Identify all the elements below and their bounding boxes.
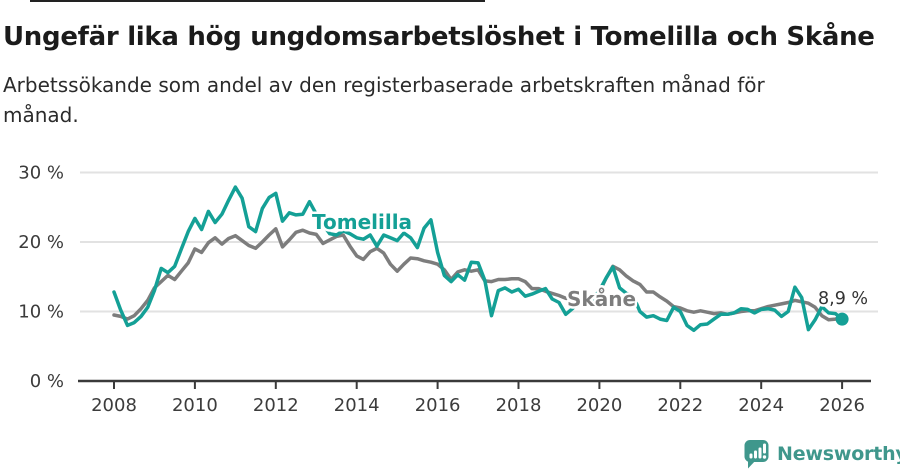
page-title: Ungefär lika hög ungdomsarbetslöshet i T… <box>3 22 875 53</box>
top-border-artifact <box>30 0 485 2</box>
tomelilla-series-label: Tomelilla <box>312 210 412 234</box>
tomelilla-line <box>112 185 844 333</box>
x-tick-label: 2024 <box>738 395 784 416</box>
x-tick-label: 2012 <box>253 395 299 416</box>
end-value-dot <box>835 312 849 326</box>
x-tick-label: 2020 <box>576 395 622 416</box>
y-tick-label: 0 % <box>30 371 64 392</box>
x-tick-label: 2010 <box>172 395 218 416</box>
x-tick-label: 2014 <box>334 395 380 416</box>
skne-series-label: Skåne <box>567 287 636 311</box>
x-tick-label: 2022 <box>657 395 703 416</box>
chart-subtitle-line-1: Arbetssökande som andel av den registerb… <box>3 73 765 97</box>
x-tick-label: 2026 <box>819 395 865 416</box>
y-tick-label: 10 % <box>18 302 64 323</box>
newsworthy-logo-text: Newsworthy <box>777 443 900 465</box>
x-tick-label: 2018 <box>496 395 542 416</box>
newsworthy-logo-icon <box>744 440 769 469</box>
x-tick-label: 2008 <box>91 395 137 416</box>
chart-subtitle: Arbetssökande som andel av den registerb… <box>3 70 843 130</box>
newsworthy-logo[interactable]: Newsworthy <box>744 439 900 469</box>
y-tick-label: 20 % <box>18 232 64 253</box>
y-tick-label: 30 % <box>18 163 64 184</box>
end-value-label: 8,9 % <box>818 289 868 309</box>
x-tick-label: 2016 <box>415 395 461 416</box>
chart-subtitle-line-2: månad. <box>3 103 79 127</box>
